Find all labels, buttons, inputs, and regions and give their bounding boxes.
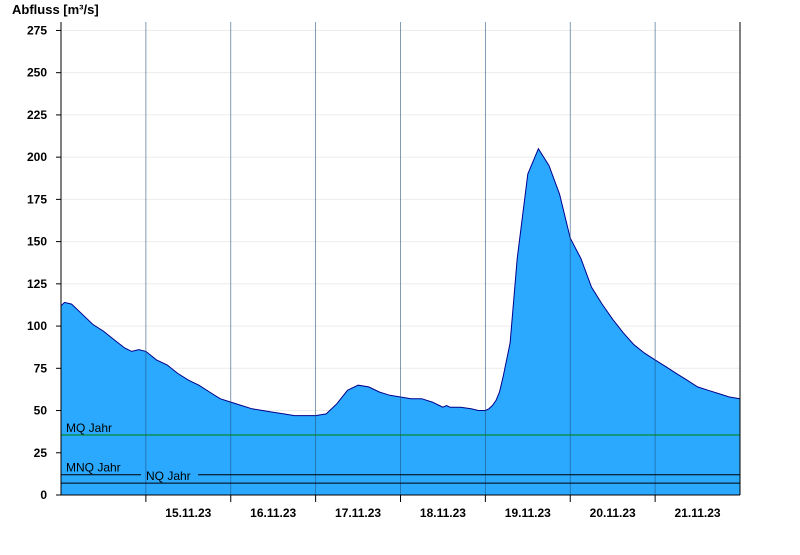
x-tick-label: 15.11.23 <box>165 506 211 520</box>
x-tick-label: 16.11.23 <box>250 506 296 520</box>
y-tick-label: 200 <box>27 150 47 164</box>
y-tick-label: 175 <box>27 192 47 206</box>
y-tick-label: 75 <box>34 361 48 375</box>
y-tick-label: 25 <box>34 446 48 460</box>
y-tick-label: 0 <box>40 488 47 502</box>
ref-line-label: NQ Jahr <box>146 469 191 483</box>
x-tick-label: 18.11.23 <box>420 506 466 520</box>
x-tick-label: 17.11.23 <box>335 506 381 520</box>
y-tick-label: 250 <box>27 66 47 80</box>
y-tick-label: 150 <box>27 235 47 249</box>
ref-line-label: MNQ Jahr <box>66 461 121 475</box>
y-tick-label: 50 <box>34 404 48 418</box>
y-axis-label: Abfluss [m³/s] <box>12 2 99 17</box>
y-tick-label: 100 <box>27 319 47 333</box>
x-tick-label: 20.11.23 <box>590 506 636 520</box>
discharge-line <box>60 147 741 417</box>
y-tick-label: 275 <box>27 23 47 37</box>
y-tick-label: 125 <box>27 277 47 291</box>
ref-line-label: MQ Jahr <box>66 421 112 435</box>
x-tick-label: 19.11.23 <box>505 506 551 520</box>
x-tick-label: 21.11.23 <box>675 506 721 520</box>
y-tick-label: 225 <box>27 108 47 122</box>
